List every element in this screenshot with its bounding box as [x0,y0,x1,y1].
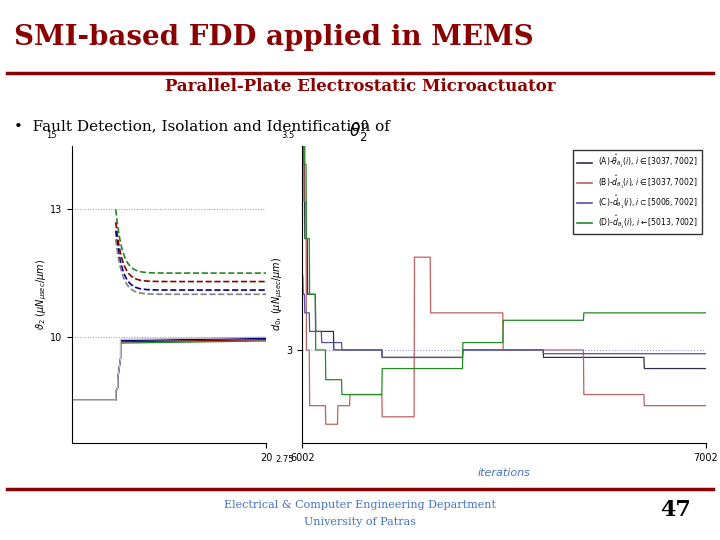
Text: 15: 15 [46,131,56,140]
Text: Parallel-Plate Electrostatic Microactuator: Parallel-Plate Electrostatic Microactuat… [165,78,555,95]
Text: 3.5: 3.5 [281,131,294,140]
Text: 47: 47 [660,500,691,521]
X-axis label: iterations: iterations [477,468,531,478]
Y-axis label: $\vartheta_2$ ($\mu N_{\mu sec}/\mu m$): $\vartheta_2$ ($\mu N_{\mu sec}/\mu m$) [35,259,49,330]
Text: 2.75: 2.75 [276,455,294,464]
Text: SMI-based FDD applied in MEMS: SMI-based FDD applied in MEMS [14,24,534,51]
Legend: (A)-$\hat{\theta}_{\theta_1}(i)$, $i \in [3037, 7002]$, (B)-$\hat{d}_{\theta_1}(: (A)-$\hat{\theta}_{\theta_1}(i)$, $i \in… [572,150,702,234]
Text: University of Patras: University of Patras [304,517,416,528]
Y-axis label: $d_0$, ($\mu N_{\mu sec}/\mu m$): $d_0$, ($\mu N_{\mu sec}/\mu m$) [271,257,285,332]
Text: •  Fault Detection, Isolation and Identification of: • Fault Detection, Isolation and Identif… [14,119,395,133]
Text: $\theta_2^0$: $\theta_2^0$ [349,119,369,144]
Text: Electrical & Computer Engineering Department: Electrical & Computer Engineering Depart… [224,500,496,510]
